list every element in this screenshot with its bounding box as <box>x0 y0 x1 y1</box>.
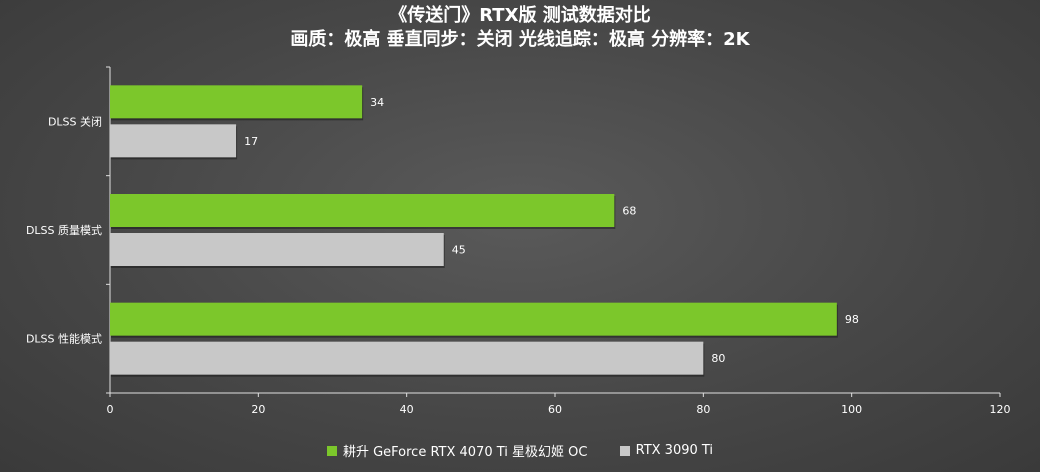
x-tick-label: 120 <box>990 403 1011 416</box>
category-label: DLSS 性能模式 <box>26 332 102 346</box>
bar-series-1 <box>110 85 363 119</box>
bar-series-2 <box>110 124 237 158</box>
category-label: DLSS 关闭 <box>48 114 102 128</box>
legend-label-series-2: RTX 3090 Ti <box>635 443 714 458</box>
chart-subtitle: 画质：极高 垂直同步：关闭 光线追踪：极高 分辨率：2K <box>290 29 750 50</box>
data-label: 17 <box>244 135 258 148</box>
x-tick-label: 100 <box>841 403 862 416</box>
chart-title: 《传送门》RTX版 测试数据对比 <box>389 5 651 26</box>
x-tick-label: 20 <box>251 403 265 416</box>
data-label: 45 <box>452 244 466 257</box>
bar-series-2 <box>110 233 444 266</box>
bar-series-2 <box>110 341 704 375</box>
legend-item-series-1: 耕升 GeForce RTX 4070 Ti 星极幻姬 OC <box>326 441 588 460</box>
category-label: DLSS 质量模式 <box>26 224 102 237</box>
legend-label-series-1: 耕升 GeForce RTX 4070 Ti 星极幻姬 OC <box>342 445 588 460</box>
x-tick-label: 80 <box>696 403 710 416</box>
data-label: 34 <box>370 96 384 109</box>
legend-swatch-series-1 <box>326 445 337 456</box>
bar-series-1 <box>110 302 837 336</box>
x-tick-label: 0 <box>107 403 114 416</box>
chart-title-block: 《传送门》RTX版 测试数据对比 画质：极高 垂直同步：关闭 光线追踪：极高 分… <box>0 4 1040 52</box>
legend-item-series-2: RTX 3090 Ti <box>619 443 714 458</box>
data-label: 98 <box>845 313 859 326</box>
data-label: 68 <box>622 205 636 218</box>
x-tick-label: 60 <box>548 403 562 416</box>
data-label: 80 <box>711 352 725 365</box>
bar-series-1 <box>110 194 615 227</box>
legend-swatch-series-2 <box>619 445 630 456</box>
legend: 耕升 GeForce RTX 4070 Ti 星极幻姬 OC RTX 3090 … <box>0 441 1040 460</box>
x-tick-label: 40 <box>400 403 414 416</box>
